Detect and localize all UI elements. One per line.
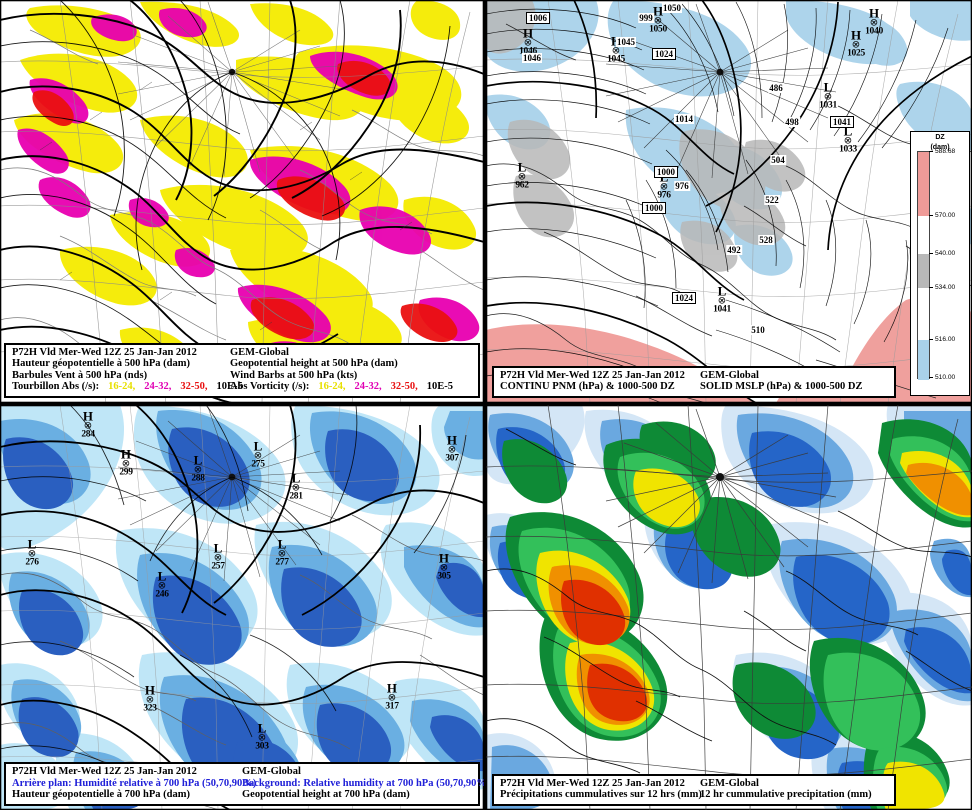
- isobar-label: 486: [768, 83, 784, 93]
- map-canvas-p4: [486, 405, 972, 810]
- isobar-label: 1024: [652, 48, 676, 60]
- vorticity-band-1: 16-24,: [108, 381, 136, 393]
- colorbar-strip: [917, 151, 930, 381]
- isobar-label: 498: [784, 117, 800, 127]
- caption-vorticity-legend: Tourbillon Abs (/s): 16-24, 24-32, 32-50…: [12, 381, 473, 393]
- isobar-label: 510: [750, 325, 766, 335]
- vorticity-band-3: 32-50,: [180, 381, 208, 393]
- caption-en: GEM-Global: [230, 346, 289, 358]
- caption-fr: P72H Vld Mer-Wed 12Z 25 Jan-Jan 2012: [500, 777, 685, 789]
- caption-line: Hauteur géopotentielle à 500 hPa (dam) G…: [12, 358, 473, 370]
- vorticity-legend-fr: Tourbillon Abs (/s): 16-24, 24-32, 32-50…: [12, 381, 243, 393]
- vorticity-band-2: 24-32,: [354, 381, 382, 393]
- caption-line: Hauteur géopotentielle à 700 hPa (dam) G…: [12, 789, 473, 801]
- caption-line: Précipitations cummulatives sur 12 hrs (…: [500, 789, 889, 801]
- colorbar-tick: 516.00: [928, 336, 955, 343]
- vorticity-exponent: 10E-5: [216, 381, 243, 393]
- caption-fr: Hauteur géopotentielle à 700 hPa (dam): [12, 789, 190, 801]
- vorticity-band-3: 32-50,: [390, 381, 418, 393]
- vorticity-band-2: 24-32,: [144, 381, 172, 393]
- isobar-label: 1041: [830, 116, 854, 128]
- caption-en: Wind Barbs at 500 hPa (kts): [230, 369, 358, 381]
- colorbar-tick: 588.68: [928, 148, 955, 155]
- map-canvas-p3: [0, 405, 484, 810]
- isobar-label: 1000: [654, 166, 678, 178]
- isobar-label: 976: [674, 181, 690, 191]
- caption-line: CONTINU PNM (hPa) & 1000-500 DZ SOLID MS…: [500, 381, 889, 393]
- caption-fr: Barbules Vent à 500 hPa (nds): [12, 369, 148, 381]
- caption-en: GEM-Global: [242, 766, 301, 778]
- caption-en: 12 hr cummulative precipitation (mm): [700, 789, 872, 801]
- isobar-label: 528: [758, 235, 774, 245]
- caption-p4: P72H Vld Mer-Wed 12Z 25 Jan-Jan 2012 GEM…: [492, 773, 896, 806]
- vorticity-label-en: Abs Vorticity (/s):: [230, 381, 310, 393]
- map-canvas-p2: [486, 0, 972, 403]
- colorbar-title-line2: (dam): [930, 143, 950, 151]
- caption-en: Geopotential height at 500 hPa (dam): [230, 358, 398, 370]
- colorbar-tick: 510.00: [928, 374, 955, 381]
- panel-500hpa-vorticity[interactable]: P72H Vld Mer-Wed 12Z 25 Jan-Jan 2012 GEM…: [0, 0, 484, 403]
- isobar-label: 1000: [642, 202, 666, 214]
- vorticity-exponent: 10E-5: [426, 381, 453, 393]
- caption-fr: P72H Vld Mer-Wed 12Z 25 Jan-Jan 2012: [12, 346, 197, 358]
- caption-p3: P72H Vld Mer-Wed 12Z 25 Jan-Jan 2012 GEM…: [4, 762, 484, 806]
- isobar-label: 1014: [674, 114, 694, 124]
- caption-fr: P72H Vld Mer-Wed 12Z 25 Jan-Jan 2012: [12, 766, 197, 778]
- isobar-label: 1050: [662, 3, 682, 13]
- caption-line: Arrière plan: Humidité relative à 700 hP…: [12, 777, 484, 790]
- panel-mslp-thickness[interactable]: 1006 999 1050 1045 1046 1024 1000 1014 1…: [486, 0, 972, 403]
- caption-en: GEM-Global: [700, 777, 759, 789]
- caption-fr: Hauteur géopotentielle à 500 hPa (dam): [12, 358, 190, 370]
- caption-line: P72H Vld Mer-Wed 12Z 25 Jan-Jan 2012 GEM…: [12, 766, 473, 778]
- colorbar-tick: 534.00: [928, 284, 955, 291]
- isobar-label: 492: [726, 245, 742, 255]
- isobar-label: 504: [770, 155, 786, 165]
- caption-p2: P72H Vld Mer-Wed 12Z 25 Jan-Jan 2012 GEM…: [492, 365, 896, 398]
- vorticity-legend-en: Abs Vorticity (/s): 16-24, 24-32, 32-50,…: [230, 381, 473, 393]
- caption-line: P72H Vld Mer-Wed 12Z 25 Jan-Jan 2012 GEM…: [12, 347, 473, 359]
- panel-precipitation[interactable]: PR (mm): [486, 405, 972, 810]
- isobar-label: 999: [638, 13, 654, 23]
- colorbar-tick: 570.00: [928, 212, 955, 219]
- caption-en: Background: Relative humidity at 700 hPa…: [242, 777, 484, 789]
- panel-700hpa-humidity[interactable]: H ⊗ 284 H ⊗ 299 L ⊗ 276 L ⊗ 288 L ⊗ 257 …: [0, 405, 484, 810]
- caption-line: Barbules Vent à 500 hPa (nds) Wind Barbs…: [12, 370, 473, 382]
- caption-en: GEM-Global: [700, 369, 759, 381]
- caption-line: P72H Vld Mer-Wed 12Z 25 Jan-Jan 2012 GEM…: [500, 370, 889, 382]
- caption-fr: P72H Vld Mer-Wed 12Z 25 Jan-Jan 2012: [500, 369, 685, 381]
- isobar-label: 1006: [526, 12, 550, 24]
- colorbar-title-line1: DZ: [935, 134, 945, 141]
- caption-en: SOLID MSLP (hPa) & 1000-500 DZ: [700, 381, 863, 393]
- caption-fr: CONTINU PNM (hPa) & 1000-500 DZ: [500, 381, 675, 393]
- isobar-label: 1046: [522, 53, 542, 63]
- caption-p1: P72H Vld Mer-Wed 12Z 25 Jan-Jan 2012 GEM…: [4, 342, 480, 398]
- vorticity-band-1: 16-24,: [318, 381, 346, 393]
- colorbar-dz: DZ (dam) 588.68 570.00 540.00 534.00 516…: [910, 131, 970, 396]
- caption-fr: Arrière plan: Humidité relative à 700 hP…: [12, 777, 257, 789]
- isobar-label: 522: [764, 195, 780, 205]
- colorbar-body: 588.68 570.00 540.00 534.00 516.00 510.0…: [911, 148, 969, 383]
- vorticity-label-fr: Tourbillon Abs (/s):: [12, 381, 100, 393]
- map-canvas-p1: [0, 0, 484, 403]
- caption-fr: Précipitations cummulatives sur 12 hrs (…: [500, 789, 702, 801]
- caption-en: Geopotential height at 700 hPa (dam): [242, 789, 410, 801]
- isobar-label: 1024: [672, 292, 696, 304]
- colorbar-tick: 540.00: [928, 250, 955, 257]
- isobar-label: 1045: [616, 37, 636, 47]
- caption-line: P72H Vld Mer-Wed 12Z 25 Jan-Jan 2012 GEM…: [500, 778, 889, 790]
